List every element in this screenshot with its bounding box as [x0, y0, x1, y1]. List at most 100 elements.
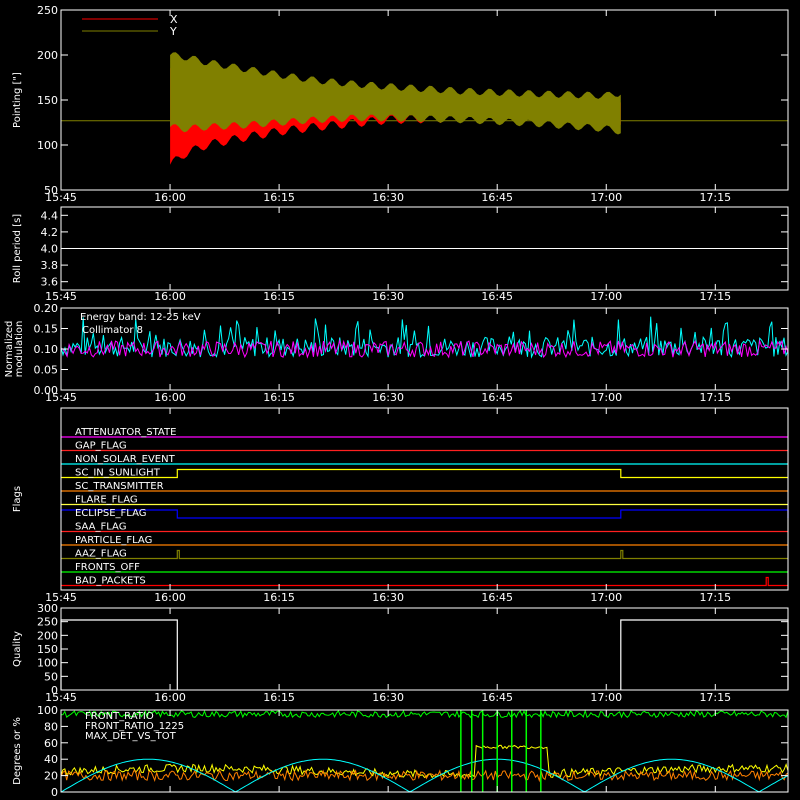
x-tick-label: 16:15	[263, 191, 295, 204]
x-tick-label: 16:45	[481, 591, 513, 604]
flag-label-non-solar-event: NON_SOLAR_EVENT	[75, 454, 176, 465]
flag-label-flare-flag: FLARE_FLAG	[75, 495, 138, 506]
x-tick-label: 17:00	[590, 691, 622, 704]
y-axis-label: Quality	[12, 631, 23, 667]
y-tick-label: 4.0	[41, 243, 59, 256]
panel-5-frame	[60, 709, 789, 793]
y-tick-label: 3.6	[41, 276, 59, 289]
y-tick-label: 0	[51, 786, 58, 799]
x-tick-label: 16:30	[372, 191, 404, 204]
y-axis-label: modulation	[14, 321, 25, 378]
legend-label-x: X	[170, 13, 178, 26]
flag-label-fronts-off: FRONTS_OFF	[75, 562, 140, 573]
flag-label-sc-transmitter: SC_TRANSMITTER	[75, 481, 164, 492]
x-tick-label: 15:45	[45, 391, 77, 404]
x-tick-label: 15:45	[45, 691, 77, 704]
x-tick-label: 16:45	[481, 691, 513, 704]
flag-line-sc-in-sunlight	[61, 468, 788, 479]
x-tick-label: 16:30	[372, 591, 404, 604]
flag-label-particle-flag: PARTICLE_FLAG	[75, 535, 152, 546]
x-tick-label: 16:45	[481, 290, 513, 303]
y-tick-label: 3.8	[41, 259, 59, 272]
y-tick-label: 150	[37, 643, 58, 656]
x-tick-label: 16:00	[154, 691, 186, 704]
x-tick-label: 16:15	[263, 691, 295, 704]
x-tick-label: 17:15	[699, 591, 731, 604]
y-tick-label: 250	[37, 616, 58, 629]
y-tick-label: 150	[37, 94, 58, 107]
y-tick-label: 200	[37, 629, 58, 642]
y-tick-label: 100	[37, 704, 58, 717]
panel-3-frame	[60, 407, 789, 591]
flag-label-eclipse-flag: ECLIPSE_FLAG	[75, 508, 146, 519]
y-tick-label: 4.2	[41, 226, 59, 239]
y-axis-label: Roll period [s]	[12, 214, 23, 283]
y-tick-label: 0	[51, 684, 58, 697]
x-tick-label: 16:45	[481, 391, 513, 404]
legend-label-collimator: Collimator 8	[82, 325, 143, 336]
legend-label-front-ratio: FRONT_RATIO	[85, 711, 154, 722]
x-tick-label: 16:00	[154, 191, 186, 204]
y-tick-label: 20	[44, 770, 58, 783]
x-tick-label: 17:00	[590, 290, 622, 303]
flag-line-aaz-flag	[61, 549, 788, 560]
y-axis-label: Degrees or %	[12, 717, 23, 785]
y-tick-label: 4.4	[41, 209, 59, 222]
quality-line	[60, 619, 789, 690]
legend-label-y: Y	[169, 25, 177, 38]
pointing-series-y-band	[170, 52, 621, 135]
y-tick-label: 50	[44, 184, 58, 197]
x-tick-label: 17:15	[699, 191, 731, 204]
x-tick-label: 17:15	[699, 691, 731, 704]
x-tick-label: 17:00	[590, 591, 622, 604]
x-tick-label: 16:30	[372, 691, 404, 704]
x-tick-label: 17:00	[590, 391, 622, 404]
y-axis-label: Pointing ["]	[12, 72, 23, 128]
degrees-series-0	[60, 744, 789, 779]
y-tick-label: 0.15	[34, 323, 59, 336]
y-axis-label: Flags	[12, 486, 23, 512]
annotation-energy-band: Energy band: 12-25 keV	[80, 312, 201, 323]
flag-line-eclipse-flag	[60, 509, 789, 519]
y-tick-label: 0.10	[34, 343, 59, 356]
flag-label-gap-flag: GAP_FLAG	[75, 441, 127, 452]
x-tick-label: 15:45	[45, 591, 77, 604]
y-tick-label: 0.05	[34, 364, 59, 377]
y-tick-label: 40	[44, 753, 58, 766]
x-tick-label: 15:45	[45, 290, 77, 303]
x-tick-label: 16:30	[372, 290, 404, 303]
legend-label-max-det-vs-tot: MAX_DET_VS_TOT	[85, 731, 177, 742]
flag-line-bad-packets	[61, 576, 788, 587]
x-tick-label: 15:45	[45, 191, 77, 204]
x-tick-label: 16:00	[154, 591, 186, 604]
y-tick-label: 0.20	[34, 302, 59, 315]
flag-label-aaz-flag: AAZ_FLAG	[75, 549, 127, 560]
y-tick-label: 100	[37, 657, 58, 670]
x-tick-label: 16:15	[263, 290, 295, 303]
y-tick-label: 0.00	[34, 384, 59, 397]
x-tick-label: 16:30	[372, 391, 404, 404]
x-tick-label: 17:00	[590, 191, 622, 204]
x-tick-label: 16:00	[154, 391, 186, 404]
x-tick-label: 16:15	[263, 591, 295, 604]
x-tick-label: 16:45	[481, 191, 513, 204]
y-tick-label: 50	[44, 670, 58, 683]
y-tick-label: 60	[44, 737, 58, 750]
legend-label-front-ratio-1225: FRONT_RATIO_1225	[85, 721, 184, 732]
x-tick-label: 17:15	[699, 391, 731, 404]
degrees-series-2	[60, 769, 789, 783]
y-tick-label: 200	[37, 49, 58, 62]
y-tick-label: 300	[37, 602, 58, 615]
degrees-series-3	[60, 758, 789, 793]
x-tick-label: 16:15	[263, 391, 295, 404]
y-tick-label: 250	[37, 4, 58, 17]
y-axis-label: Normalized	[4, 321, 15, 378]
x-tick-label: 17:15	[699, 290, 731, 303]
flag-label-attenuator-state: ATTENUATOR_STATE	[75, 427, 176, 438]
flag-label-bad-packets: BAD_PACKETS	[75, 576, 146, 587]
x-tick-label: 16:00	[154, 290, 186, 303]
flag-label-sc-in-sunlight: SC_IN_SUNLIGHT	[75, 468, 161, 479]
modulation-series-1	[60, 338, 789, 359]
y-tick-label: 100	[37, 139, 58, 152]
